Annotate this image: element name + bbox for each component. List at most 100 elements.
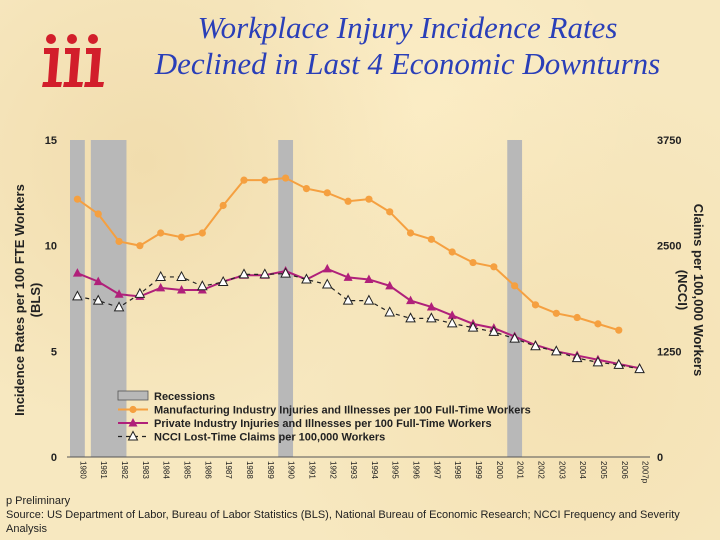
- manufacturing-point: [469, 258, 477, 267]
- title-line-1: Workplace Injury Incidence Rates: [197, 10, 618, 45]
- private-point: [385, 280, 395, 290]
- private-point: [447, 310, 457, 319]
- y-right-tick-label: 3750: [657, 135, 681, 147]
- manufacturing-point: [448, 248, 456, 256]
- y-right-label-line-2: (NCCI): [675, 269, 690, 311]
- private-series-line: [77, 267, 640, 370]
- ncci-point: [384, 306, 396, 317]
- ncci-point: [405, 312, 416, 323]
- ncci-point: [550, 345, 562, 356]
- x-tick-label: 1981: [99, 461, 108, 479]
- private-point: [156, 282, 166, 292]
- manufacturing-point: [552, 309, 560, 317]
- y-left-label-line-1: Incidence Rates per 100 FTE Workers: [12, 184, 27, 416]
- manufacturing-point: [573, 313, 581, 322]
- x-tick-label: 1988: [245, 461, 254, 479]
- ncci-point: [488, 325, 500, 336]
- manufacturing-point: [302, 185, 311, 193]
- x-tick-label: 1994: [370, 461, 379, 479]
- y-left-tick-label: 10: [45, 241, 57, 253]
- x-tick-label: 1996: [412, 461, 421, 479]
- x-tick-label: 1995: [391, 461, 400, 479]
- legend-marker-manufacturing: [129, 405, 137, 414]
- x-tick-label: 1990: [287, 461, 296, 479]
- ncci-series-line: [77, 272, 640, 370]
- ncci-point: [592, 356, 604, 367]
- x-tick-label: 2005: [599, 461, 608, 479]
- ncci-point: [321, 278, 333, 289]
- legend-label-private: Private Industry Injuries and Illnesses …: [154, 418, 492, 430]
- iii-logo: [42, 34, 104, 87]
- x-tick-label: 1985: [183, 461, 192, 479]
- manufacturing-point: [115, 237, 123, 246]
- ncci-point: [363, 294, 375, 305]
- footnote-preliminary: p Preliminary: [6, 495, 71, 507]
- y-left-label-line-2: (BLS): [28, 282, 43, 318]
- private-point: [343, 272, 353, 281]
- manufacturing-point: [594, 320, 602, 328]
- y-left-tick-label: 0: [51, 452, 57, 464]
- private-point: [114, 289, 124, 298]
- x-tick-label: 1992: [328, 461, 337, 479]
- legend-label-ncci: NCCI Lost-Time Claims per 100,000 Worker…: [154, 432, 385, 444]
- ncci-point: [92, 294, 104, 305]
- private-point: [177, 285, 187, 294]
- x-tick-label: 1980: [78, 461, 87, 479]
- private-point: [93, 276, 103, 286]
- x-tick-label: 1987: [224, 461, 233, 479]
- manufacturing-point: [511, 282, 519, 290]
- manufacturing-point: [73, 195, 82, 203]
- footnote: p Preliminary Source: US Department of L…: [6, 494, 711, 536]
- manufacturing-point: [406, 229, 415, 237]
- legend-marker-ncci: [127, 430, 139, 441]
- manufacturing-point: [365, 195, 373, 203]
- y-left-tick-label: 15: [45, 135, 57, 147]
- x-tick-label: 2003: [557, 461, 566, 479]
- x-tick-label: 1998: [453, 461, 462, 479]
- x-tick-label: 1991: [307, 461, 316, 479]
- legend-label-recessions: Recessions: [154, 391, 215, 403]
- y-right-label-line-1: Claims per 100,000 Workers: [691, 203, 706, 377]
- manufacturing-point: [282, 174, 290, 182]
- manufacturing-point: [386, 208, 394, 216]
- x-tick-label: 1986: [203, 461, 212, 479]
- ncci-point: [155, 270, 167, 281]
- manufacturing-point: [177, 233, 186, 241]
- ncci-point: [571, 352, 583, 363]
- private-point: [322, 263, 332, 273]
- legend-swatch-recessions: [117, 390, 149, 401]
- x-tick-label: 2002: [536, 461, 545, 479]
- y-right-tick-label: 2500: [657, 241, 681, 253]
- x-tick-label: 1989: [266, 461, 275, 479]
- private-point: [364, 274, 374, 283]
- title-line-2: Declined in Last 4 Economic Downturns: [154, 46, 661, 81]
- x-tick-label: 1984: [162, 461, 171, 479]
- x-tick-label: 1999: [474, 461, 483, 479]
- manufacturing-point: [323, 189, 331, 197]
- ncci-point: [176, 270, 187, 281]
- legend-marker-private: [128, 418, 138, 427]
- x-tick-label: 2007p: [641, 461, 650, 484]
- manufacturing-point: [427, 235, 435, 243]
- ncci-point: [197, 280, 208, 291]
- ncci-point: [342, 294, 354, 305]
- recession-band: [507, 140, 523, 457]
- ncci-point: [426, 312, 437, 323]
- private-point: [406, 295, 416, 305]
- private-point: [72, 268, 82, 277]
- ncci-point: [72, 290, 83, 301]
- ncci-point: [280, 267, 291, 278]
- x-tick-label: 1982: [120, 461, 129, 479]
- ncci-point: [509, 332, 520, 343]
- manufacturing-point: [240, 176, 248, 184]
- manufacturing-point: [531, 301, 540, 309]
- legend-label-manufacturing: Manufacturing Industry Injuries and Illn…: [154, 405, 531, 417]
- ncci-point: [113, 301, 125, 312]
- ncci-point: [301, 273, 312, 284]
- ncci-point: [613, 358, 625, 369]
- x-tick-label: 1983: [141, 461, 150, 479]
- manufacturing-point: [136, 242, 144, 250]
- y-right-tick-label: 1250: [657, 346, 681, 358]
- x-tick-label: 2001: [516, 461, 525, 479]
